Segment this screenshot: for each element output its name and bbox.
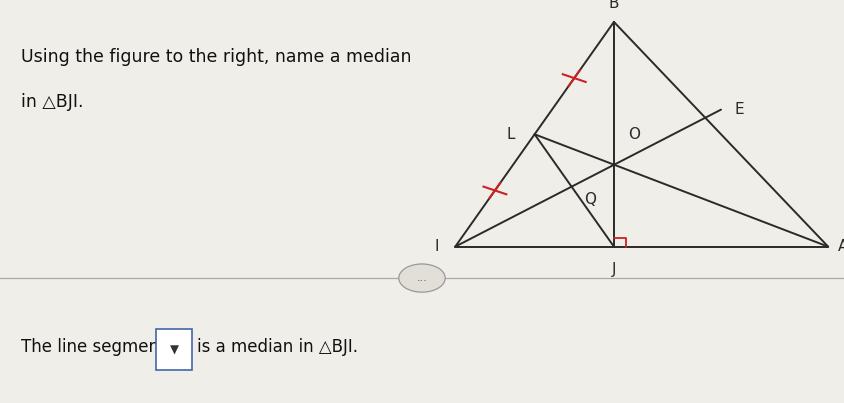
Text: I: I xyxy=(435,239,440,254)
Text: The line segment: The line segment xyxy=(21,338,165,355)
Text: is a median in △BJI.: is a median in △BJI. xyxy=(197,338,358,355)
Text: A: A xyxy=(838,239,844,254)
Text: O: O xyxy=(628,127,640,142)
FancyBboxPatch shape xyxy=(156,329,192,370)
Text: Q: Q xyxy=(584,192,596,207)
Text: ...: ... xyxy=(417,273,427,283)
Text: J: J xyxy=(612,262,616,277)
Text: in △BJI.: in △BJI. xyxy=(21,93,84,111)
Text: Using the figure to the right, name a median: Using the figure to the right, name a me… xyxy=(21,48,412,66)
Ellipse shape xyxy=(399,264,446,292)
Text: E: E xyxy=(735,102,744,117)
Text: B: B xyxy=(609,0,619,11)
Text: ▼: ▼ xyxy=(170,343,179,356)
Text: L: L xyxy=(506,127,515,142)
